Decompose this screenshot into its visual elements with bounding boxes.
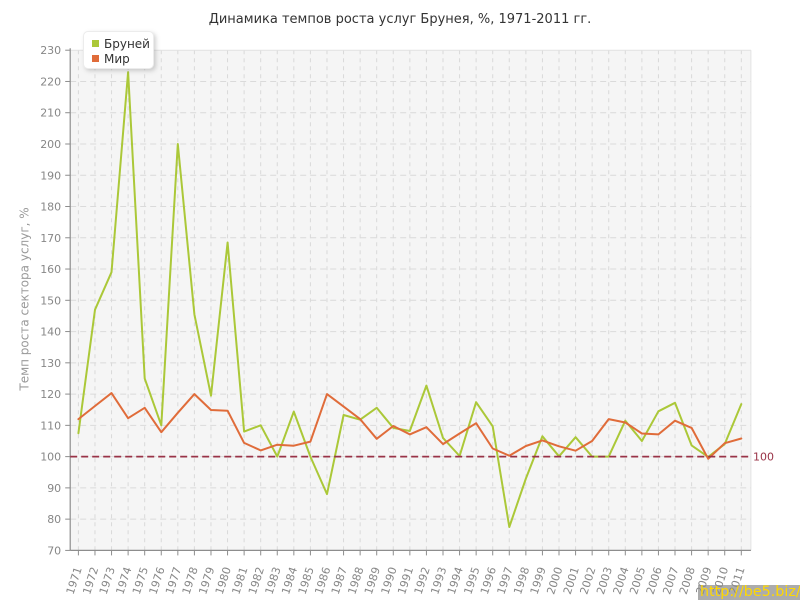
- y-tick-label: 80: [47, 513, 61, 526]
- refline-label: 100: [753, 451, 774, 464]
- legend-label-mir: Мир: [104, 51, 130, 66]
- y-tick-label: 170: [40, 232, 61, 245]
- series-lines: [77, 71, 743, 528]
- y-tick-label: 220: [40, 75, 61, 88]
- chart-title: Динамика темпов роста услуг Брунея, %, 1…: [208, 12, 592, 27]
- y-axis-tick-labels: 70 80 90 100 110 120 130 140 150 160 170 180 190 200 2…: [40, 44, 61, 557]
- y-tick-label: 120: [40, 388, 61, 401]
- legend-swatch-mir: [92, 55, 99, 62]
- y-axis-title: Темп роста сектора услуг, %: [18, 207, 32, 391]
- y-tick-label: 70: [47, 544, 61, 557]
- y-tick-label: 210: [40, 107, 61, 120]
- series-line-bruney: [77, 71, 743, 528]
- legend-swatch-bruney: [92, 40, 99, 47]
- series-line-mir: [77, 392, 743, 460]
- gridlines: [70, 49, 752, 551]
- x-axis-tick-labels: 1971197219731974197519761977197819791980…: [64, 565, 748, 596]
- legend-item-mir: Мир: [92, 51, 153, 66]
- legend-label-bruney: Бруней: [104, 36, 150, 51]
- axes: [65, 48, 751, 556]
- y-tick-label: 100: [40, 451, 61, 464]
- y-tick-label: 200: [40, 138, 61, 151]
- legend-item-bruney: Бруней: [92, 36, 153, 51]
- y-tick-label: 190: [40, 169, 61, 182]
- y-tick-label: 90: [47, 482, 61, 495]
- watermark-link[interactable]: http://be5.biz/: [698, 585, 800, 600]
- legend: Бруней Мир: [83, 31, 154, 69]
- y-tick-label: 140: [40, 326, 61, 339]
- y-tick-label: 150: [40, 294, 61, 307]
- y-tick-label: 160: [40, 263, 61, 276]
- y-tick-label: 180: [40, 201, 61, 214]
- y-tick-label: 110: [40, 419, 61, 432]
- y-tick-label: 230: [40, 44, 61, 57]
- y-tick-label: 130: [40, 357, 61, 370]
